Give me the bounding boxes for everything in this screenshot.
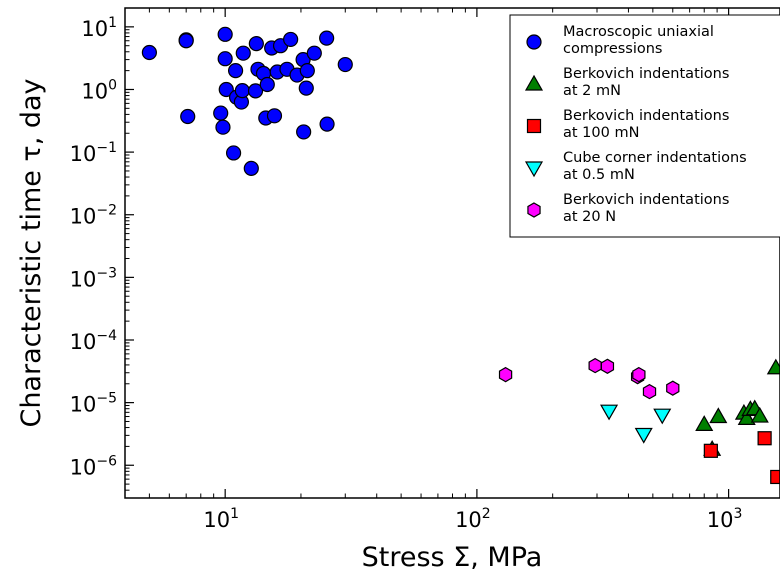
x-tick-label: 101 (203, 506, 239, 532)
legend-entry-label: Cube corner indentations at 0.5 mN (563, 150, 747, 183)
legend-marker (524, 161, 544, 178)
data-point (695, 415, 714, 431)
y-tick-label: 10−2 (70, 203, 117, 229)
data-point (600, 358, 615, 375)
data-point (234, 82, 250, 99)
y-tick-label: 10−4 (70, 328, 117, 354)
data-point (632, 366, 646, 383)
data-point (299, 63, 315, 79)
series-1 (141, 26, 353, 176)
data-point (247, 83, 264, 99)
series-5 (498, 357, 680, 400)
y-tick-label: 10−3 (70, 265, 117, 291)
series-3 (703, 431, 780, 485)
data-point (337, 56, 353, 73)
data-point (750, 406, 769, 423)
data-point (298, 80, 314, 96)
y-tick-label: 10−5 (70, 391, 117, 417)
data-point (498, 366, 513, 383)
legend-entry-label: Berkovich indentations at 100 mN (563, 108, 729, 141)
data-point (213, 105, 229, 121)
data-point (600, 404, 619, 421)
points-layer (141, 26, 780, 485)
data-point (227, 63, 244, 79)
data-point (666, 380, 680, 396)
data-point (703, 443, 718, 458)
legend-marker (527, 202, 541, 218)
data-point (319, 116, 335, 132)
data-point (306, 45, 322, 61)
data-point (217, 26, 233, 42)
y-tick-label: 10−1 (70, 140, 117, 166)
data-point (141, 44, 157, 61)
legend: Macroscopic uniaxial compressions Berkovic… (509, 14, 780, 238)
legend-entry-label: Berkovich indentations at 20 N (563, 192, 729, 225)
data-point (653, 408, 672, 425)
data-point (634, 427, 653, 444)
legend-marker (526, 34, 542, 50)
data-point (215, 119, 231, 135)
y-tick-label: 101 (81, 15, 117, 41)
x-tick-label: 103 (707, 506, 743, 532)
data-point (319, 30, 335, 46)
data-point (588, 357, 602, 374)
data-point (709, 407, 728, 424)
x-tick-label: 102 (455, 506, 491, 532)
series-2 (695, 358, 780, 456)
legend-marker (524, 74, 544, 91)
legend-entry-label: Berkovich indentations at 2 mN (563, 66, 729, 99)
legend-entry-label: Macroscopic uniaxial compressions (563, 24, 714, 57)
x-axis-label: Stress Σ, MPa (362, 542, 543, 573)
data-point (283, 31, 299, 48)
data-point (217, 51, 233, 67)
data-point (248, 36, 264, 52)
data-point (243, 160, 259, 176)
data-point (642, 383, 657, 400)
legend-box (509, 14, 780, 238)
data-point (180, 108, 196, 125)
data-point (235, 45, 251, 61)
data-point (770, 469, 780, 485)
data-point (178, 33, 194, 49)
y-tick-label: 10−6 (70, 453, 117, 479)
data-point (296, 124, 312, 140)
series-4 (600, 404, 672, 444)
y-axis-label: Characteristic time τ, day (16, 78, 47, 427)
y-tick-label: 100 (81, 77, 117, 103)
data-point (218, 81, 234, 98)
legend-marker (526, 118, 542, 134)
data-point (225, 145, 242, 161)
data-point (757, 431, 772, 446)
data-point (737, 409, 756, 425)
data-point (266, 108, 283, 124)
data-point (259, 76, 275, 93)
